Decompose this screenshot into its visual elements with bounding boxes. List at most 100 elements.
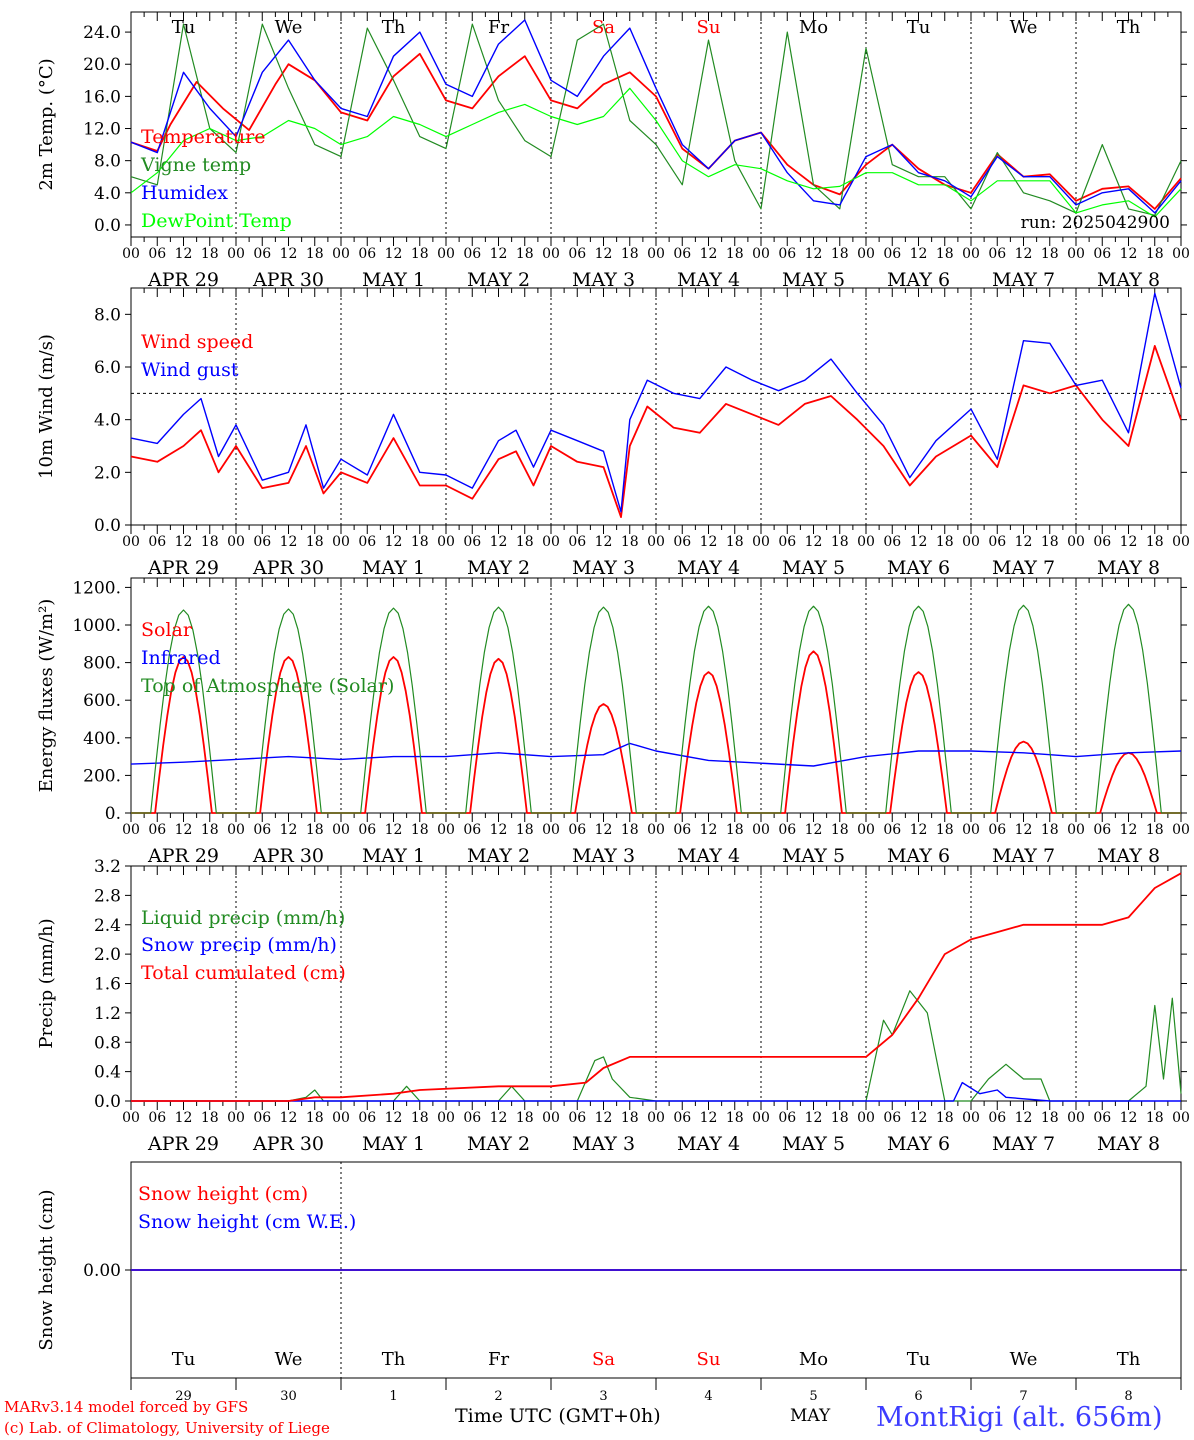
hour-label: 06 (568, 246, 586, 262)
date-label: MAY 8 (1097, 845, 1160, 867)
hour-label: 12 (595, 1110, 613, 1126)
y-tick-label: 0.0 (94, 516, 121, 536)
hour-label: 18 (1041, 246, 1059, 262)
day-number-label: 1 (389, 1389, 397, 1404)
series-line-total-cumulated-cm- (131, 872, 1182, 1102)
y-tick-label: 4.0 (94, 411, 121, 431)
hour-label: 18 (621, 822, 639, 838)
hour-label: 12 (1120, 534, 1138, 550)
hour-label: 00 (962, 246, 980, 262)
hour-label: 00 (332, 1110, 350, 1126)
hour-label: 00 (857, 246, 875, 262)
weekday-label: Sa (592, 17, 615, 38)
date-label: APR 29 (147, 845, 219, 867)
hour-label: 12 (490, 1110, 508, 1126)
y-tick-label: 16.0 (83, 87, 121, 107)
date-label: MAY 1 (362, 1133, 425, 1155)
legend-entry: Temperature (141, 126, 265, 148)
y-tick-label: 1000. (72, 616, 121, 636)
y-tick-label: 2.0 (94, 463, 121, 483)
y-tick-label: 400. (83, 729, 121, 749)
legend-entry: Solar (141, 619, 193, 641)
hour-label: 12 (910, 246, 928, 262)
hour-label: 00 (752, 1110, 770, 1126)
hour-label: 06 (1093, 1110, 1111, 1126)
day-number-label: 5 (809, 1389, 817, 1404)
hour-label: 12 (385, 534, 403, 550)
hour-label: 00 (122, 822, 140, 838)
legend-entry: Wind speed (141, 331, 253, 353)
hour-label: 18 (621, 534, 639, 550)
y-tick-label: 8.0 (94, 305, 121, 325)
weekday-label: Sa (592, 1349, 615, 1370)
hour-label: 12 (280, 246, 298, 262)
weekday-label: Mo (799, 17, 828, 38)
hour-label: 18 (726, 534, 744, 550)
y-axis-label: Snow height (cm) (36, 1189, 57, 1350)
hour-label: 00 (332, 534, 350, 550)
series-line-wind-gust (130, 292, 1182, 513)
hour-label: 00 (962, 822, 980, 838)
hour-label: 00 (857, 822, 875, 838)
legend-entry: Top of Atmosphere (Solar) (141, 675, 394, 697)
hour-label: 18 (201, 822, 219, 838)
date-label: MAY 2 (467, 557, 530, 579)
hour-label: 06 (253, 822, 271, 838)
hour-label: 00 (962, 1110, 980, 1126)
hour-label: 00 (437, 534, 455, 550)
hour-label: 18 (1146, 534, 1164, 550)
hour-label: 06 (148, 1110, 166, 1126)
series-line-humidex (130, 19, 1182, 214)
date-label: MAY 7 (992, 1133, 1055, 1155)
credit-line-2: (c) Lab. of Climatology, University of L… (4, 1419, 330, 1437)
hour-label: 18 (831, 246, 849, 262)
date-label: MAY 1 (362, 557, 425, 579)
date-label: MAY 1 (362, 269, 425, 291)
hour-label: 12 (175, 822, 193, 838)
hour-label: 12 (175, 534, 193, 550)
hour-label: 12 (1015, 822, 1033, 838)
date-label: MAY 4 (677, 269, 740, 291)
hour-label: 00 (122, 246, 140, 262)
hour-label: 18 (1146, 822, 1164, 838)
date-label: APR 30 (252, 1133, 324, 1155)
date-label: MAY 1 (362, 845, 425, 867)
y-tick-label: 0.8 (94, 1033, 121, 1053)
weekday-label: Tu (172, 1349, 196, 1370)
hour-label: 18 (201, 246, 219, 262)
date-label: MAY 2 (467, 269, 530, 291)
hour-label: 12 (385, 1110, 403, 1126)
day-number-label: 7 (1019, 1389, 1027, 1404)
hour-label: 18 (936, 246, 954, 262)
date-label: MAY 2 (467, 845, 530, 867)
hour-label: 00 (122, 534, 140, 550)
hour-label: 18 (1146, 1110, 1164, 1126)
hour-label: 06 (673, 246, 691, 262)
y-tick-label: 20.0 (83, 55, 121, 75)
y-tick-label: 0.00 (83, 1261, 121, 1281)
hour-label: 12 (700, 822, 718, 838)
hour-label: 12 (385, 822, 403, 838)
hour-label: 18 (201, 534, 219, 550)
hour-label: 12 (280, 1110, 298, 1126)
legend-entry: DewPoint Temp (141, 210, 292, 232)
hour-label: 00 (227, 534, 245, 550)
hour-label: 12 (910, 534, 928, 550)
y-tick-label: 2.8 (94, 886, 121, 906)
hour-label: 12 (1015, 246, 1033, 262)
hour-label: 00 (1172, 246, 1190, 262)
hour-label: 12 (805, 534, 823, 550)
hour-label: 18 (726, 246, 744, 262)
hour-label: 12 (1120, 822, 1138, 838)
hour-label: 06 (253, 1110, 271, 1126)
hour-label: 06 (253, 534, 271, 550)
legend-entry: Snow height (cm W.E.) (138, 1211, 356, 1233)
date-label: MAY 6 (887, 557, 950, 579)
date-label: MAY 3 (572, 269, 635, 291)
hour-label: 18 (306, 534, 324, 550)
hour-label: 12 (490, 246, 508, 262)
date-label: MAY 8 (1097, 269, 1160, 291)
hour-label: 00 (1172, 534, 1190, 550)
hour-label: 00 (857, 1110, 875, 1126)
hour-label: 06 (358, 822, 376, 838)
